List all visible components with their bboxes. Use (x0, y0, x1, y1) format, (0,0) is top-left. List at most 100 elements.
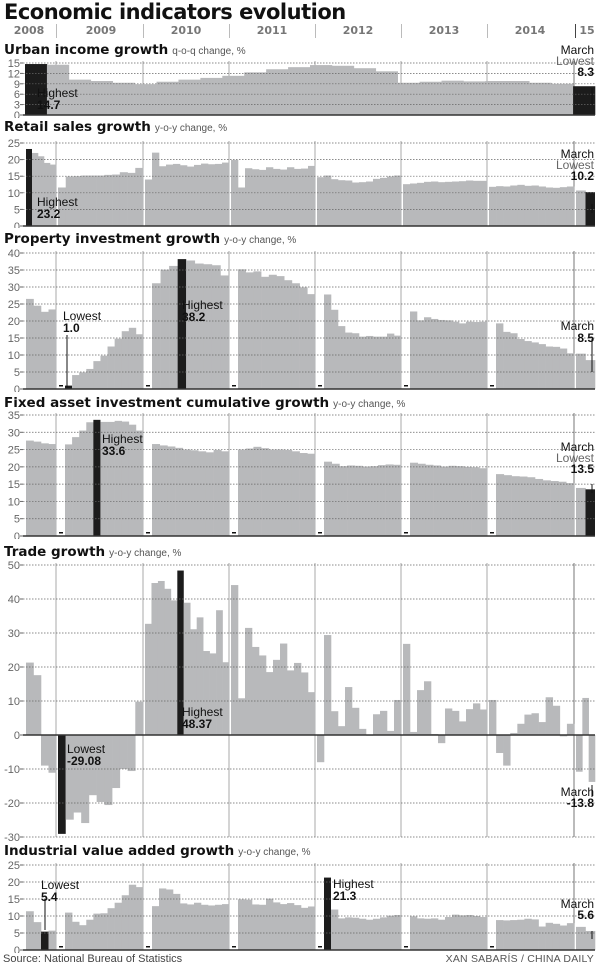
svg-text:5: 5 (14, 367, 20, 379)
svg-text:10: 10 (8, 188, 20, 200)
urban-income-title: Urban income growth q-o-q change, % (4, 42, 246, 58)
svg-text:0: 0 (14, 730, 20, 742)
svg-text:15: 15 (8, 333, 20, 345)
annotation-value: 48.37 (182, 717, 213, 731)
svg-text:10: 10 (8, 911, 20, 923)
annotation-label: Lowest (555, 451, 594, 465)
annotation-value: 10.2 (570, 169, 594, 183)
credit-line: XAN SABARÍS / CHINA DAILY (445, 953, 594, 965)
svg-text:0: 0 (14, 110, 20, 118)
source-note: Source: National Bureau of Statistics (3, 953, 183, 965)
annotation-value: -13.8 (566, 796, 594, 810)
svg-text:20: 20 (8, 462, 20, 474)
svg-text:5: 5 (14, 928, 20, 940)
year-divider (315, 24, 316, 38)
annotation-label: March (560, 440, 594, 454)
fixed-asset-title: Fixed asset investment cumulative growth… (4, 395, 406, 411)
annotation-value: 23.2 (37, 207, 61, 221)
annotation-label: Lowest (555, 158, 594, 172)
trade-growth-title: Trade growth y-o-y change, % (4, 544, 182, 560)
svg-text:10: 10 (8, 350, 20, 362)
fixed-march-annotation: March Lowest 13.5 (555, 440, 594, 476)
retail-highest-annotation: Highest 23.2 (37, 196, 78, 220)
annotation-label: Lowest (41, 878, 80, 892)
svg-text:15: 15 (8, 58, 20, 70)
year-divider (575, 24, 576, 38)
year-2008: 2008 (13, 24, 45, 37)
retail-sales-title: Retail sales growth y-o-y change, % (4, 119, 228, 135)
svg-text:15: 15 (8, 894, 20, 906)
svg-text:25: 25 (8, 138, 20, 150)
svg-text:5: 5 (14, 204, 20, 216)
trade-lowest-annotation: Lowest -29.08 (67, 743, 105, 767)
svg-text:5: 5 (14, 514, 20, 526)
year-2012: 2012 (342, 24, 374, 37)
annotation-label: March (560, 897, 594, 911)
industrial-value-title: Industrial value added growth y-o-y chang… (4, 843, 311, 859)
svg-text:20: 20 (8, 316, 20, 328)
page-title: Economic indicators evolution (4, 0, 346, 24)
svg-text:10: 10 (8, 496, 20, 508)
annotation-label: Highest (182, 705, 223, 719)
fixed-asset-chart: 0 5 10 15 20 25 30 35 (8, 410, 595, 539)
retail-march-annotation: March Lowest 10.2 (555, 148, 594, 183)
svg-text:0: 0 (14, 384, 20, 392)
year-divider (229, 24, 230, 38)
annotation-value: 5.4 (41, 890, 58, 904)
svg-text:35: 35 (8, 265, 20, 277)
annotation-value: 33.6 (102, 444, 126, 458)
trade-march-annotation: March -13.8 (560, 785, 594, 810)
trade-highest-annotation: Highest 48.37 (182, 706, 223, 730)
svg-text:-20: -20 (4, 798, 20, 810)
svg-text:20: 20 (8, 877, 20, 889)
svg-text:25: 25 (8, 299, 20, 311)
svg-text:20: 20 (8, 155, 20, 167)
svg-text:25: 25 (8, 445, 20, 457)
fixed-highest-annotation: Highest 33.6 (102, 433, 143, 457)
svg-text:-30: -30 (4, 832, 20, 842)
svg-text:35: 35 (8, 410, 20, 422)
annotation-label: Lowest (63, 309, 102, 323)
property-lowest-annotation: Lowest 1.0 (63, 310, 101, 334)
svg-text:30: 30 (8, 282, 20, 294)
svg-text:25: 25 (8, 860, 20, 872)
year-divider (401, 24, 402, 38)
year-2014: 2014 (514, 24, 546, 37)
industrial-lowest-annotation: Lowest 5.4 (41, 879, 79, 903)
year-divider (487, 24, 488, 38)
trade-growth-chart: -30 -20 -10 0 10 20 30 40 50 (4, 560, 596, 842)
svg-text:50: 50 (8, 560, 20, 572)
annotation-label: March (560, 785, 594, 799)
svg-text:10: 10 (8, 696, 20, 708)
annotation-label: Highest (102, 432, 143, 446)
annotation-value: -29.08 (67, 754, 102, 768)
retail-sales-chart: 0 5 10 15 20 25 (8, 138, 595, 228)
annotation-label: Highest (182, 298, 223, 312)
svg-text:15: 15 (8, 479, 20, 491)
annotation-value: 13.5 (570, 462, 594, 476)
svg-text:30: 30 (8, 427, 20, 439)
annotation-value: 14.7 (37, 98, 61, 112)
industrial-value-chart: 0 5 10 15 20 25 (8, 860, 596, 953)
svg-text:-10: -10 (4, 764, 20, 776)
industrial-highest-annotation: Highest 21.3 (333, 878, 374, 902)
svg-text:40: 40 (8, 594, 20, 606)
industrial-march-annotation: March 5.6 (560, 897, 594, 922)
year-2015: 15 (579, 24, 595, 37)
annotation-value: 8.3 (577, 65, 594, 79)
year-divider (143, 24, 144, 38)
svg-text:12: 12 (8, 68, 20, 80)
annotation-value: 1.0 (63, 321, 80, 335)
svg-text:9: 9 (14, 79, 20, 91)
annotation-label: Lowest (555, 54, 594, 68)
svg-text:0: 0 (14, 531, 20, 539)
annotation-value: 21.3 (333, 889, 357, 903)
annotation-label: Highest (37, 195, 78, 209)
annotation-label: Highest (333, 877, 374, 891)
annotation-value: 5.6 (577, 908, 594, 922)
property-march-annotation: March 8.5 (561, 320, 594, 344)
year-axis: 2008 2009 2010 2011 2012 2013 2014 15 (0, 22, 600, 40)
year-2013: 2013 (428, 24, 460, 37)
year-divider (56, 24, 57, 38)
